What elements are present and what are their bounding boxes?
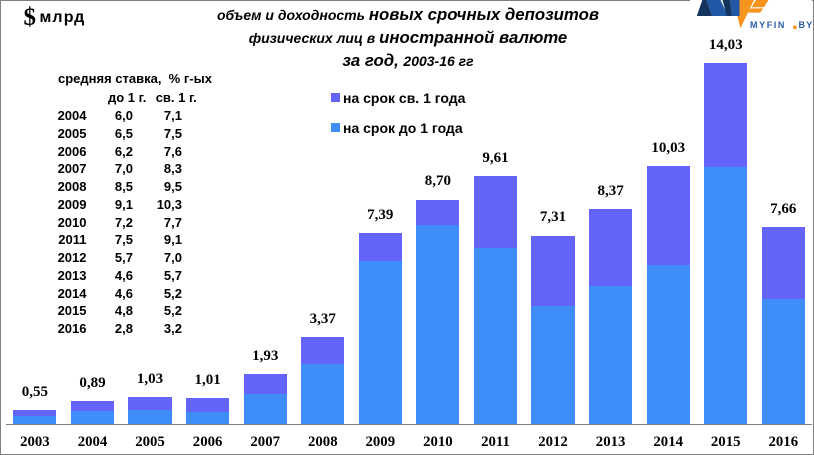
svg-text:MYFIN: MYFIN [750,20,786,30]
svg-text:BY: BY [799,20,814,30]
